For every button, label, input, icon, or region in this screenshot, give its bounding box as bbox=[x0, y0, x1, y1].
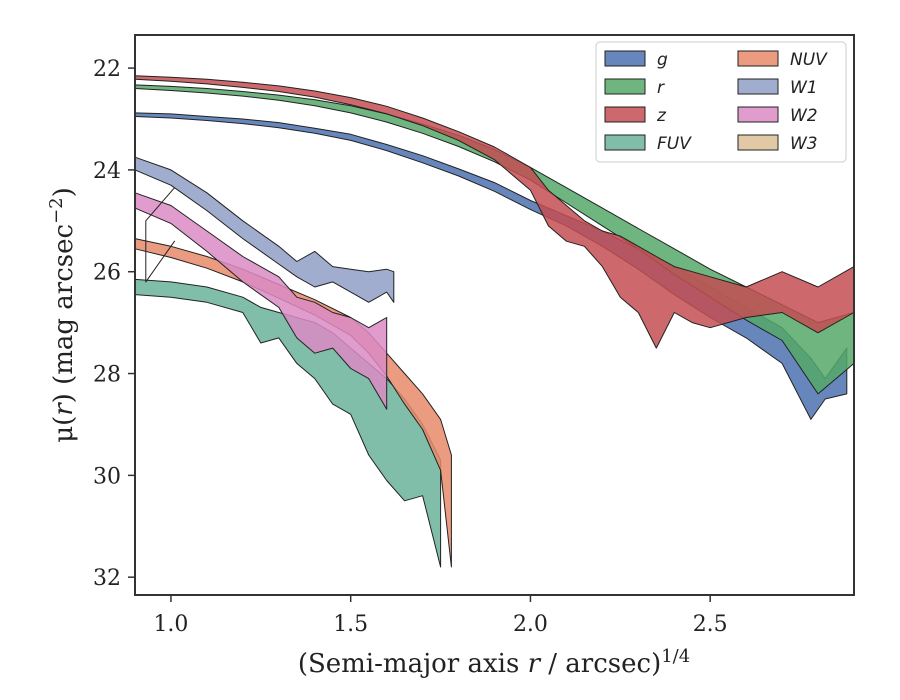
y-axis-ticks: 22 24 26 28 30 32 bbox=[93, 57, 135, 591]
series-band-w3 bbox=[145, 187, 175, 283]
legend-items: grz FUV NUV W1 W2 W3 bbox=[604, 50, 828, 154]
x-axis-label: (Semi-major axis r / arcsec)1/4 bbox=[298, 646, 690, 679]
legend-label-z: z bbox=[656, 106, 667, 126]
legend-swatch-w1 bbox=[737, 78, 779, 95]
legend-label-w3: W3 bbox=[790, 134, 818, 154]
y-tick-label: 28 bbox=[93, 363, 121, 388]
legend-label-w1: W1 bbox=[790, 78, 818, 98]
series-layer bbox=[134, 75, 855, 568]
series-band-w1 bbox=[134, 156, 395, 303]
y-axis-label: μ(r) (mag arcsec−2) bbox=[46, 187, 79, 443]
legend-swatch-z bbox=[604, 106, 646, 123]
y-tick-label: 24 bbox=[93, 159, 121, 184]
legend-swatch-fuv bbox=[604, 134, 646, 151]
legend-swatch-g bbox=[604, 50, 646, 67]
series-band-w2 bbox=[134, 192, 388, 410]
legend-swatch-w3 bbox=[737, 134, 779, 151]
y-tick-label: 32 bbox=[93, 566, 121, 591]
legend-swatch-w2 bbox=[737, 106, 779, 123]
x-axis-ticks: 1.0 1.5 2.0 2.5 bbox=[153, 595, 728, 637]
legend-label-nuv: NUV bbox=[790, 50, 828, 70]
x-tick-label: 2.5 bbox=[693, 612, 728, 637]
legend: grz FUV NUV W1 W2 W3 bbox=[595, 41, 847, 163]
legend-label-g: g bbox=[657, 50, 668, 70]
legend-label-w2: W2 bbox=[790, 106, 818, 126]
plot-frame bbox=[134, 34, 855, 596]
x-tick-label: 1.5 bbox=[333, 612, 368, 637]
legend-box bbox=[595, 41, 847, 163]
y-tick-label: 30 bbox=[93, 464, 121, 489]
legend-label-r: r bbox=[657, 78, 665, 98]
series-band-fuv bbox=[134, 278, 442, 568]
series-band-g bbox=[134, 112, 848, 420]
y-tick-label: 26 bbox=[93, 261, 121, 286]
legend-swatch-r bbox=[604, 78, 646, 95]
legend-label-fuv: FUV bbox=[657, 134, 692, 154]
y-tick-label: 22 bbox=[93, 57, 121, 82]
x-tick-label: 1.0 bbox=[153, 612, 188, 637]
x-tick-label: 2.0 bbox=[513, 612, 548, 637]
legend-swatch-nuv bbox=[737, 50, 779, 67]
